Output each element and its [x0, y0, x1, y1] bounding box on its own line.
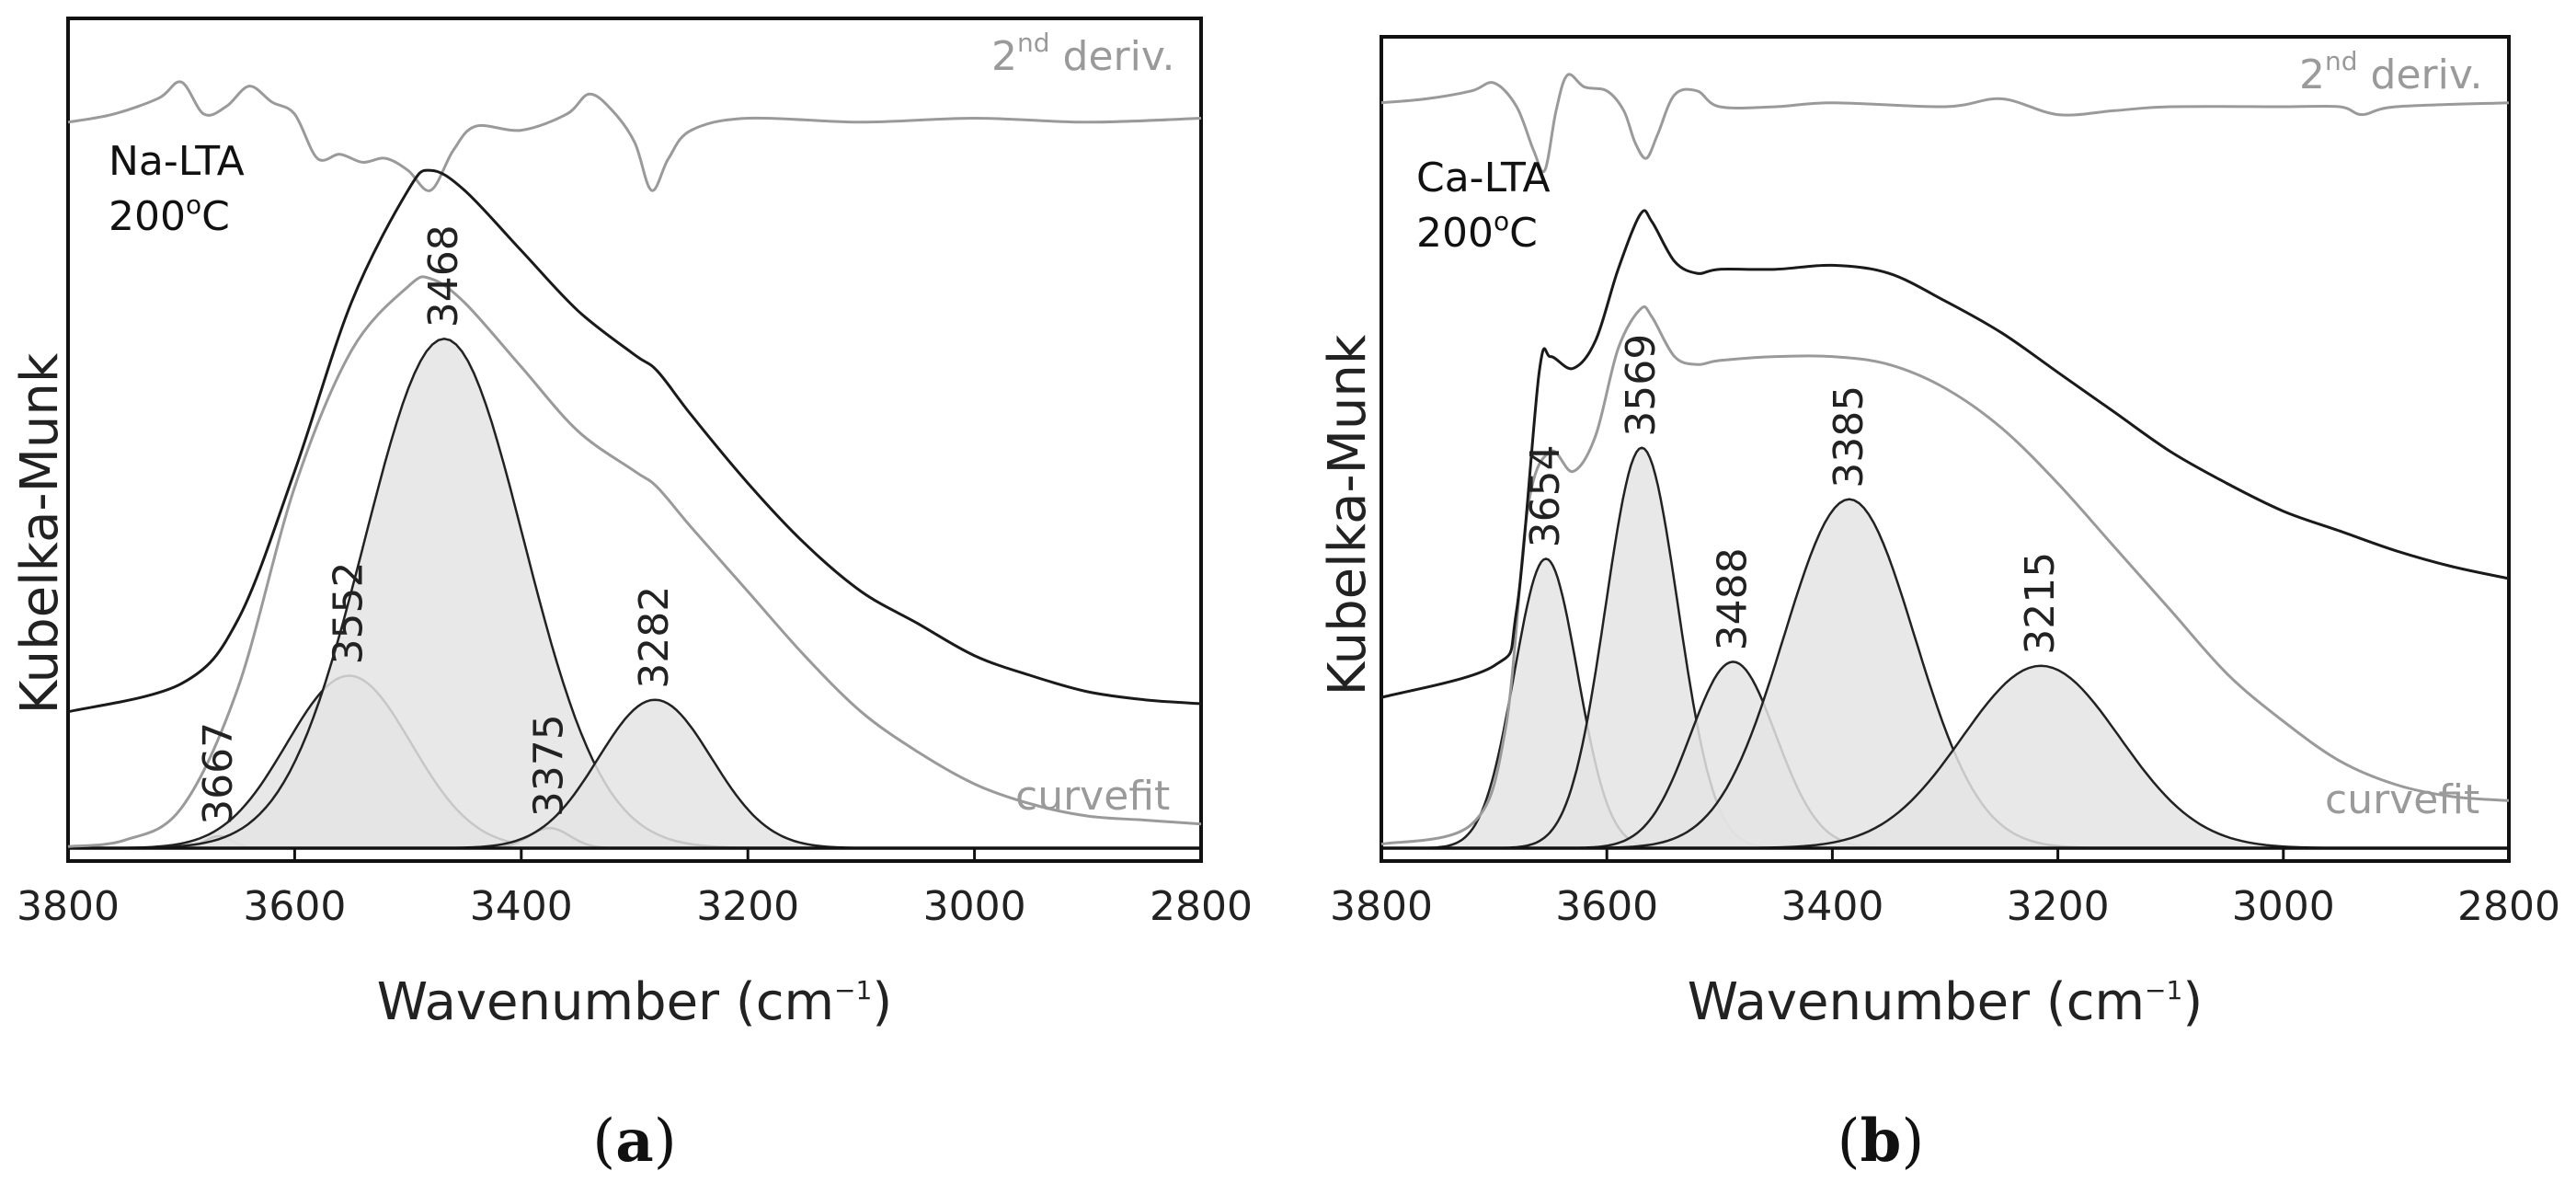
x-tick-label-b-4: 3000 — [2232, 883, 2335, 930]
x-tick-label-a-1: 3600 — [243, 883, 346, 930]
peak-label-b-3215: 3215 — [2017, 552, 2064, 655]
peak-fills-b — [1403, 446, 2397, 850]
plot-frame-a — [66, 17, 1203, 863]
x-tick-label-a-0: 3800 — [17, 883, 120, 930]
x-ticks-b — [1380, 848, 2511, 861]
peak-fill-b-3488 — [1540, 661, 1927, 848]
peak-label-b-3569: 3569 — [1618, 334, 1665, 437]
spectra-a — [67, 80, 1202, 850]
x-tick-label-b-3: 3200 — [2007, 883, 2110, 930]
spectrum-line-b — [1380, 209, 2510, 699]
spectra-b — [1380, 73, 2510, 850]
peak-label-a-3667: 3667 — [195, 722, 242, 825]
peak-labels-b: 3654 3569 3488 3385 3215 — [1522, 334, 2064, 655]
x-tick-label-b-1: 3600 — [1555, 883, 1658, 930]
caption-b: (b) — [1838, 1107, 1925, 1176]
peak-curve-b-3215 — [1686, 664, 2397, 850]
y-axis-title-a: Kubelka-Munk — [10, 352, 70, 714]
peak-fill-b-3569 — [1479, 447, 1804, 848]
caption-a: (a) — [592, 1107, 676, 1176]
x-axis-title-a: Wavenumber (cm−1) — [377, 972, 892, 1032]
peak-label-b-3385: 3385 — [1826, 385, 1872, 488]
x-tick-labels-a: 3800 3600 3400 3200 3000 2800 — [17, 883, 1253, 930]
curvefit-label-b: curvefit — [2325, 776, 2479, 823]
peak-fill-b-3215 — [1686, 665, 2397, 848]
peak-fill-b-3654 — [1403, 558, 1689, 848]
peak-labels-a: 3667 3552 3468 3375 3282 — [195, 224, 678, 825]
deriv-label-b: 2nd deriv. — [2299, 46, 2482, 98]
peak-fill-b-3385 — [1554, 499, 2144, 848]
peak-fill-a-3468 — [86, 339, 802, 848]
sample-label-a: Na-LTA — [109, 138, 245, 185]
x-tick-labels-b: 3800 3600 3400 3200 3000 2800 — [1330, 883, 2560, 930]
x-tick-label-a-2: 3400 — [470, 883, 573, 930]
curvefit-line-a — [67, 275, 1202, 848]
x-tick-label-b-2: 3400 — [1780, 883, 1883, 930]
peak-fill-a-3282 — [400, 699, 910, 848]
panel-b: 3800 3600 3400 3200 3000 2800 3654 3569 3488 338… — [1318, 35, 2560, 1176]
x-tick-label-a-3: 3200 — [696, 883, 799, 930]
x-tick-label-a-5: 2800 — [1150, 883, 1253, 930]
panel-a: 3800 3600 3400 3200 3000 2800 3667 3552 3468 337… — [10, 17, 1253, 1176]
x-axis-title-b: Wavenumber (cm−1) — [1688, 972, 2203, 1032]
peak-label-a-3282: 3282 — [631, 586, 678, 689]
deriv-label-a: 2nd deriv. — [991, 28, 1174, 80]
x-tick-label-b-0: 3800 — [1330, 883, 1433, 930]
peak-label-a-3552: 3552 — [326, 562, 372, 665]
second-derivative-line-b — [1380, 73, 2510, 174]
second-derivative-line-a — [67, 80, 1202, 192]
plot-frame-b — [1380, 35, 2511, 863]
peak-label-b-3654: 3654 — [1522, 444, 1569, 547]
y-axis-title-b: Kubelka-Munk — [1318, 334, 1378, 695]
curvefit-label-a: curvefit — [1015, 773, 1170, 820]
peak-label-b-3488: 3488 — [1710, 547, 1757, 650]
temperature-label-a: 200oC — [109, 190, 230, 240]
peak-curve-a-3282 — [400, 698, 910, 850]
spectrum-line-a — [67, 168, 1202, 714]
temperature-label-b: 200oC — [1416, 206, 1538, 257]
x-tick-label-b-5: 2800 — [2457, 883, 2560, 930]
sample-label-b: Ca-LTA — [1416, 155, 1551, 201]
x-tick-label-a-4: 3000 — [923, 883, 1026, 930]
x-ticks-a — [66, 848, 1203, 861]
curvefit-line-b — [1380, 305, 2510, 846]
peak-label-a-3468: 3468 — [420, 224, 467, 327]
peak-label-a-3375: 3375 — [526, 714, 573, 817]
